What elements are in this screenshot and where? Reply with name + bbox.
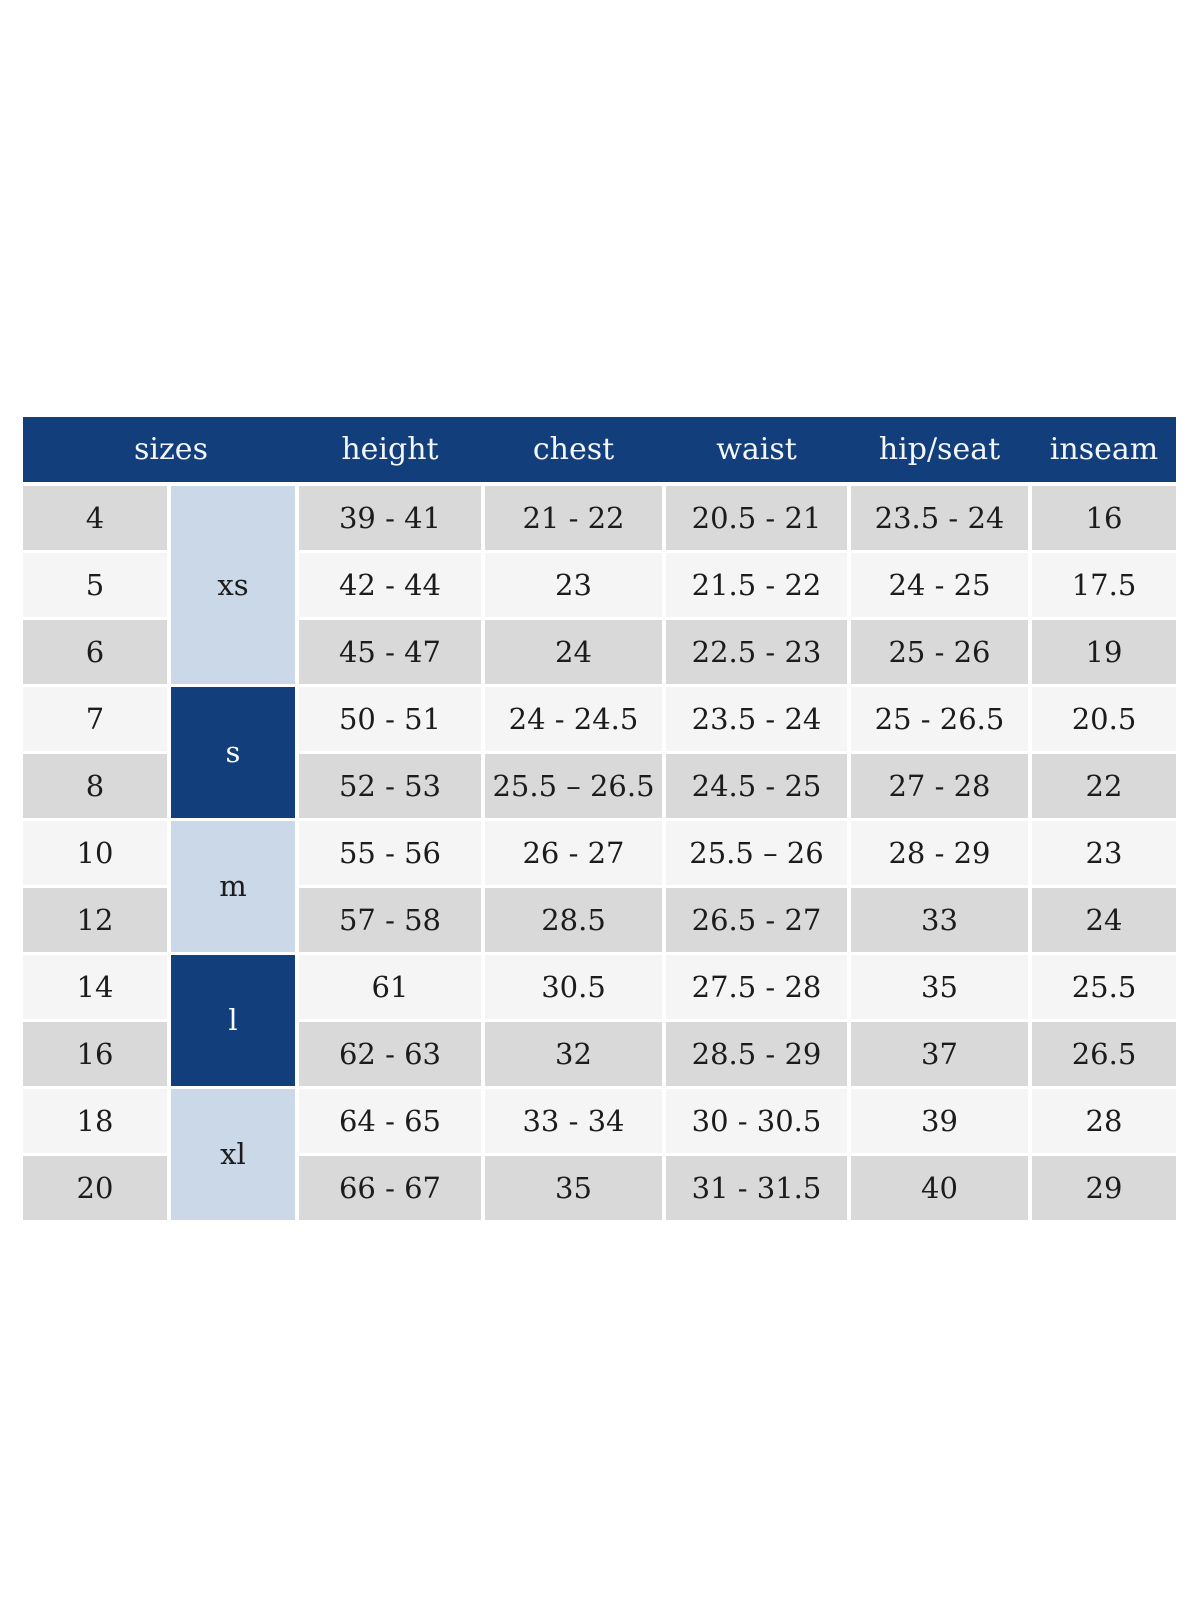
cell-height: 52 - 53 bbox=[299, 754, 481, 818]
cell-hip-seat: 24 - 25 bbox=[851, 553, 1028, 617]
cell-chest: 32 bbox=[485, 1022, 662, 1086]
cell-size: 12 bbox=[23, 888, 167, 952]
cell-height: 57 - 58 bbox=[299, 888, 481, 952]
header-sizes: sizes bbox=[134, 431, 208, 467]
group-cell-xl: xl bbox=[171, 1089, 295, 1220]
cell-height: 50 - 51 bbox=[299, 687, 481, 751]
cell-waist: 27.5 - 28 bbox=[666, 955, 847, 1019]
cell-waist: 24.5 - 25 bbox=[666, 754, 847, 818]
header-height: height bbox=[341, 431, 439, 467]
cell-size: 16 bbox=[23, 1022, 167, 1086]
cell-waist: 25.5 – 26 bbox=[666, 821, 847, 885]
cell-chest: 35 bbox=[485, 1156, 662, 1220]
cell-hip-seat: 25 - 26 bbox=[851, 620, 1028, 684]
cell-hip-seat: 39 bbox=[851, 1089, 1028, 1153]
cell-chest: 30.5 bbox=[485, 955, 662, 1019]
cell-size: 4 bbox=[23, 486, 167, 550]
cell-inseam: 24 bbox=[1032, 888, 1176, 952]
cell-height: 66 - 67 bbox=[299, 1156, 481, 1220]
cell-chest: 24 bbox=[485, 620, 662, 684]
cell-inseam: 25.5 bbox=[1032, 955, 1176, 1019]
cell-waist: 23.5 - 24 bbox=[666, 687, 847, 751]
cell-waist: 31 - 31.5 bbox=[666, 1156, 847, 1220]
cell-size: 8 bbox=[23, 754, 167, 818]
cell-size: 5 bbox=[23, 553, 167, 617]
cell-height: 39 - 41 bbox=[299, 486, 481, 550]
cell-chest: 25.5 – 26.5 bbox=[485, 754, 662, 818]
cell-inseam: 28 bbox=[1032, 1089, 1176, 1153]
cell-inseam: 29 bbox=[1032, 1156, 1176, 1220]
cell-chest: 23 bbox=[485, 553, 662, 617]
cell-chest: 28.5 bbox=[485, 888, 662, 952]
cell-hip-seat: 23.5 - 24 bbox=[851, 486, 1028, 550]
cell-hip-seat: 40 bbox=[851, 1156, 1028, 1220]
cell-hip-seat: 25 - 26.5 bbox=[851, 687, 1028, 751]
cell-inseam: 19 bbox=[1032, 620, 1176, 684]
cell-inseam: 17.5 bbox=[1032, 553, 1176, 617]
cell-height: 64 - 65 bbox=[299, 1089, 481, 1153]
cell-height: 61 bbox=[299, 955, 481, 1019]
cell-height: 42 - 44 bbox=[299, 553, 481, 617]
table-body: 4 xs 39 - 41 21 - 22 20.5 - 21 23.5 - 24… bbox=[23, 486, 1176, 1220]
cell-chest: 26 - 27 bbox=[485, 821, 662, 885]
group-cell-m: m bbox=[171, 821, 295, 952]
table-header-row: sizes height chest waist hip/seat inseam bbox=[23, 417, 1176, 482]
cell-height: 62 - 63 bbox=[299, 1022, 481, 1086]
cell-size: 14 bbox=[23, 955, 167, 1019]
size-chart-table: sizes height chest waist hip/seat inseam… bbox=[23, 417, 1176, 1220]
cell-chest: 21 - 22 bbox=[485, 486, 662, 550]
cell-hip-seat: 28 - 29 bbox=[851, 821, 1028, 885]
cell-chest: 24 - 24.5 bbox=[485, 687, 662, 751]
cell-height: 55 - 56 bbox=[299, 821, 481, 885]
cell-inseam: 23 bbox=[1032, 821, 1176, 885]
cell-height: 45 - 47 bbox=[299, 620, 481, 684]
cell-inseam: 20.5 bbox=[1032, 687, 1176, 751]
cell-waist: 20.5 - 21 bbox=[666, 486, 847, 550]
cell-hip-seat: 37 bbox=[851, 1022, 1028, 1086]
cell-chest: 33 - 34 bbox=[485, 1089, 662, 1153]
cell-hip-seat: 35 bbox=[851, 955, 1028, 1019]
cell-waist: 30 - 30.5 bbox=[666, 1089, 847, 1153]
cell-waist: 28.5 - 29 bbox=[666, 1022, 847, 1086]
header-inseam: inseam bbox=[1049, 431, 1159, 467]
cell-waist: 21.5 - 22 bbox=[666, 553, 847, 617]
header-waist: waist bbox=[716, 431, 797, 467]
cell-size: 6 bbox=[23, 620, 167, 684]
cell-inseam: 22 bbox=[1032, 754, 1176, 818]
cell-inseam: 16 bbox=[1032, 486, 1176, 550]
group-cell-l: l bbox=[171, 955, 295, 1086]
cell-size: 20 bbox=[23, 1156, 167, 1220]
header-hip-seat: hip/seat bbox=[878, 431, 1001, 467]
cell-inseam: 26.5 bbox=[1032, 1022, 1176, 1086]
cell-hip-seat: 27 - 28 bbox=[851, 754, 1028, 818]
header-chest: chest bbox=[532, 431, 615, 467]
cell-hip-seat: 33 bbox=[851, 888, 1028, 952]
group-cell-s: s bbox=[171, 687, 295, 818]
cell-size: 7 bbox=[23, 687, 167, 751]
cell-waist: 26.5 - 27 bbox=[666, 888, 847, 952]
cell-size: 18 bbox=[23, 1089, 167, 1153]
cell-waist: 22.5 - 23 bbox=[666, 620, 847, 684]
cell-size: 10 bbox=[23, 821, 167, 885]
group-cell-xs: xs bbox=[171, 486, 295, 684]
